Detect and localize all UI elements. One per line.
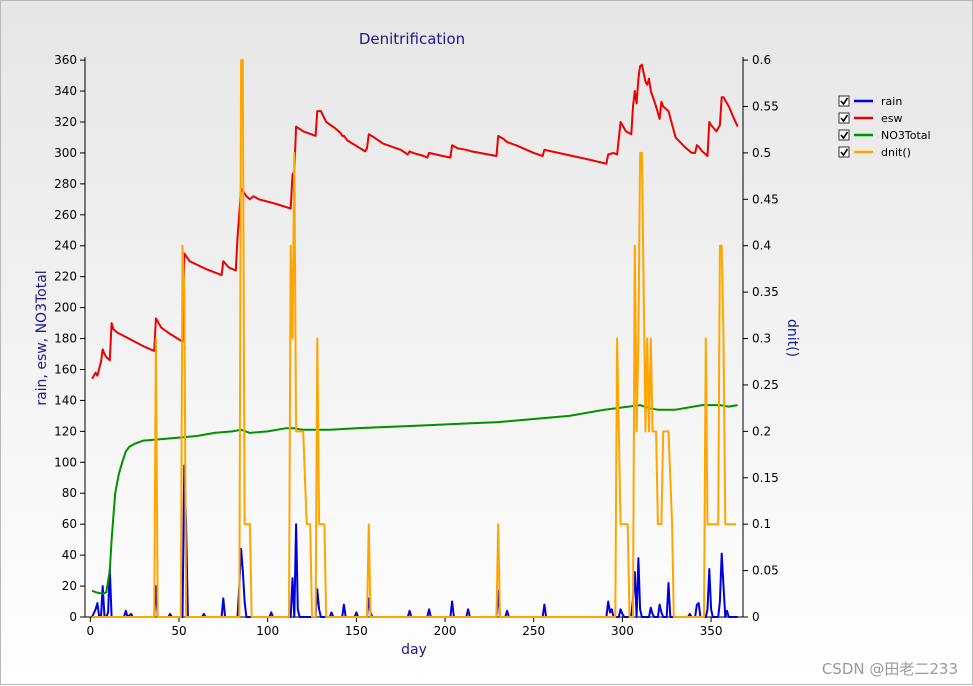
x-tick-label: 350 xyxy=(700,624,723,638)
checkmark-icon xyxy=(840,97,849,106)
right-y-tick-label: 0.1 xyxy=(752,517,771,531)
legend-label-esw: esw xyxy=(881,112,903,125)
x-tick-label: 300 xyxy=(611,624,634,638)
left-y-tick-label: 340 xyxy=(54,84,77,98)
left-y-tick-label: 200 xyxy=(54,301,77,315)
x-axis-label: day xyxy=(401,642,427,658)
x-tick-label: 0 xyxy=(87,624,95,638)
right-y-tick-label: 0.05 xyxy=(752,564,779,578)
series-line-no3total xyxy=(91,404,738,595)
left-y-tick-label: 240 xyxy=(54,239,77,253)
left-y-tick-label: 220 xyxy=(54,270,77,284)
legend-checkbox-esw[interactable] xyxy=(838,112,850,124)
checkmark-icon xyxy=(840,114,849,123)
checkmark-icon xyxy=(840,148,849,157)
x-tick-label: 250 xyxy=(522,624,545,638)
right-y-tick-label: 0.5 xyxy=(752,146,771,160)
right-y-tick-label: 0.4 xyxy=(752,239,771,253)
right-y-axis-label: dnit() xyxy=(784,319,800,357)
right-y-tick-label: 0.3 xyxy=(752,332,771,346)
right-y-tick-label: 0.25 xyxy=(752,378,779,392)
right-y-tick-label: 0.55 xyxy=(752,99,779,113)
x-tick-label: 50 xyxy=(171,624,186,638)
series-line-esw xyxy=(91,63,739,380)
left-y-tick-label: 40 xyxy=(62,548,77,562)
right-y-tick-label: 0.2 xyxy=(752,424,771,438)
left-y-tick-label: 260 xyxy=(54,208,77,222)
left-y-tick-label: 320 xyxy=(54,115,77,129)
left-y-tick-label: 280 xyxy=(54,177,77,191)
legend: rain esw NO3Total dnit() xyxy=(838,95,931,159)
chart-title: Denitrification xyxy=(359,30,465,48)
legend-checkbox-no3total[interactable] xyxy=(838,129,850,141)
x-tick-label: 100 xyxy=(256,624,279,638)
left-y-tick-label: 100 xyxy=(54,455,77,469)
watermark: CSDN @田老二233 xyxy=(822,660,958,678)
left-y-tick-label: 120 xyxy=(54,424,77,438)
left-y-tick-label: 160 xyxy=(54,362,77,376)
left-y-tick-label: 0 xyxy=(69,610,77,624)
right-y-tick-label: 0.45 xyxy=(752,192,779,206)
left-y-tick-label: 140 xyxy=(54,393,77,407)
right-y-tick-label: 0 xyxy=(752,610,760,624)
checkmark-icon xyxy=(840,131,849,140)
series-line-rain xyxy=(91,464,738,618)
legend-label-rain: rain xyxy=(881,95,902,108)
left-y-tick-label: 180 xyxy=(54,332,77,346)
right-y-tick-label: 0.15 xyxy=(752,471,779,485)
left-y-axis-label: rain, esw, NO3Total xyxy=(34,270,50,405)
left-y-tick-label: 360 xyxy=(54,53,77,67)
right-y-tick-label: 0.6 xyxy=(752,53,771,67)
legend-label-no3total: NO3Total xyxy=(881,129,931,142)
legend-label-dnit: dnit() xyxy=(881,146,911,159)
left-y-tick-label: 80 xyxy=(62,486,77,500)
legend-checkbox-rain[interactable] xyxy=(838,95,850,107)
left-y-tick-label: 300 xyxy=(54,146,77,160)
legend-checkbox-dnit[interactable] xyxy=(838,146,850,158)
left-y-tick-label: 60 xyxy=(62,517,77,531)
plot-area: 0 50 100 150 200 250 300 350 0 20 40 60 80 100 120 140 1… xyxy=(54,53,779,638)
right-y-tick-label: 0.35 xyxy=(752,285,779,299)
left-y-tick-label: 20 xyxy=(62,579,77,593)
series-line-dnit xyxy=(92,59,736,618)
x-tick-label: 200 xyxy=(434,624,457,638)
x-tick-label: 150 xyxy=(345,624,368,638)
